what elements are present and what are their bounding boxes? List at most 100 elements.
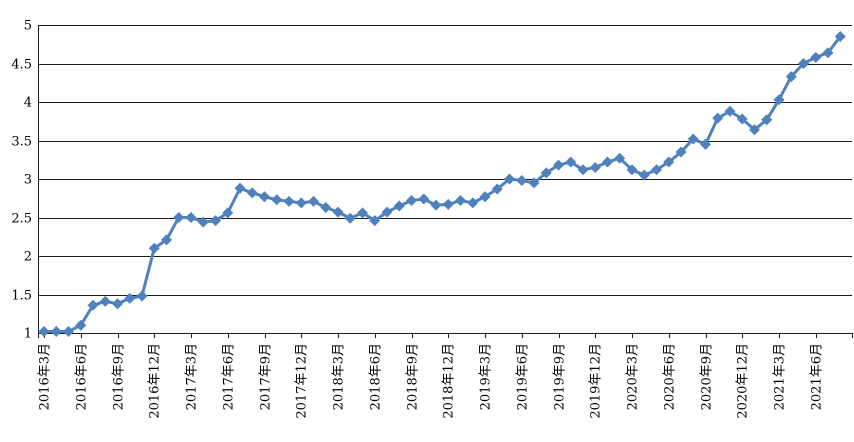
y-axis-labels: 1 1.5 2 2.5 3 3.5 4 4.5 5	[11, 19, 32, 342]
data-point-marker	[161, 234, 172, 246]
data-point-marker	[442, 198, 454, 210]
data-point-marker	[332, 206, 344, 218]
data-point-marker	[467, 197, 479, 209]
data-point-marker	[75, 319, 87, 331]
data-point-marker	[124, 292, 136, 304]
data-point-marker	[528, 177, 540, 189]
data-point-marker	[210, 215, 221, 227]
x-tick-label: 2020年12月	[736, 343, 751, 419]
y-tick-label: 2	[24, 250, 32, 265]
data-point-marker	[822, 47, 834, 59]
data-series-line	[42, 35, 842, 333]
y-tick-label: 4.5	[11, 58, 32, 73]
data-point-marker	[99, 295, 111, 307]
data-point-marker	[418, 193, 430, 205]
x-tick-label: 2018年3月	[332, 343, 347, 410]
data-point-marker	[320, 201, 332, 213]
data-point-marker	[455, 195, 466, 207]
data-point-marker	[246, 187, 258, 199]
data-point-marker	[283, 195, 295, 207]
x-tick-label: 2017年3月	[185, 343, 200, 410]
data-point-marker	[234, 182, 246, 194]
data-point-marker	[491, 183, 503, 195]
data-point-marker	[700, 138, 711, 150]
data-point-marker	[785, 71, 797, 83]
data-point-marker	[430, 199, 442, 211]
data-point-marker	[357, 207, 368, 219]
data-point-marker	[749, 124, 760, 136]
x-tick-label: 2018年6月	[369, 343, 384, 410]
x-tick-label: 2019年3月	[479, 343, 494, 410]
x-tick-label: 2016年6月	[75, 343, 90, 410]
data-point-marker	[602, 156, 613, 168]
data-point-marker	[687, 133, 699, 145]
data-point-marker	[516, 175, 528, 187]
data-point-marker	[626, 164, 638, 176]
data-point-marker	[736, 113, 748, 125]
x-tick-label: 2021年3月	[773, 343, 788, 410]
data-point-marker	[651, 164, 662, 176]
data-point-marker	[136, 290, 148, 302]
data-point-marker	[38, 325, 50, 337]
y-tick-label: 2.5	[11, 212, 32, 227]
data-point-marker	[577, 164, 589, 176]
data-point-marker	[565, 156, 577, 168]
data-point-marker	[663, 156, 675, 168]
x-axis-ticks	[38, 333, 853, 338]
x-tick-label: 2016年9月	[112, 343, 127, 410]
x-tick-label: 2018年12月	[442, 343, 457, 419]
x-tick-label: 2017年12月	[295, 343, 310, 419]
data-point-marker	[369, 215, 381, 227]
y-tick-label: 1	[24, 327, 32, 342]
x-tick-label: 2020年6月	[663, 343, 678, 410]
data-point-marker	[724, 105, 736, 117]
y-tick-label: 3	[24, 173, 32, 188]
data-point-marker	[675, 146, 687, 158]
x-tick-label: 2019年12月	[589, 343, 604, 419]
data-point-marker	[222, 207, 234, 219]
data-point-marker	[63, 325, 74, 337]
y-tick-label: 3.5	[11, 135, 32, 150]
x-tick-label: 2019年6月	[516, 343, 531, 410]
data-point-marker	[148, 242, 160, 254]
data-point-marker	[773, 94, 785, 106]
data-point-marker	[761, 114, 773, 126]
x-axis-tick-labels: 2016年3月 2016年6月 2016年9月 2016年12月 2017年3月 2017…	[38, 343, 825, 419]
data-point-marker	[50, 325, 62, 337]
y-tick-label: 1.5	[11, 289, 32, 304]
data-point-marker	[197, 216, 209, 228]
data-point-marker	[479, 191, 491, 203]
data-point-marker	[810, 51, 822, 63]
data-point-marker	[259, 191, 270, 203]
data-point-marker	[271, 194, 283, 206]
data-point-marker	[185, 212, 197, 223]
y-gridlines	[38, 25, 852, 334]
x-tick-label: 2019年9月	[553, 343, 568, 410]
x-tick-label: 2016年3月	[38, 343, 53, 410]
data-point-marker	[308, 195, 319, 207]
data-point-marker	[344, 212, 356, 224]
x-tick-label: 2018年9月	[406, 343, 421, 410]
data-point-marker	[834, 31, 846, 43]
data-point-marker	[798, 58, 809, 69]
x-tick-label: 2017年9月	[259, 343, 274, 410]
data-point-markers	[38, 31, 846, 337]
data-point-marker	[173, 212, 185, 223]
y-tick-label: 4	[24, 96, 32, 111]
x-tick-label: 2016年12月	[148, 343, 163, 419]
data-point-marker	[712, 112, 724, 124]
x-tick-label: 2020年3月	[626, 343, 641, 410]
data-point-marker	[112, 298, 123, 310]
x-tick-label: 2020年9月	[700, 343, 715, 410]
data-point-marker	[553, 159, 564, 171]
data-point-marker	[381, 206, 393, 218]
data-point-marker	[589, 161, 601, 173]
data-point-marker	[295, 197, 307, 209]
data-point-marker	[406, 195, 417, 207]
y-tick-label: 5	[24, 19, 32, 34]
data-point-marker	[87, 299, 99, 311]
data-point-marker	[504, 173, 515, 185]
data-point-marker	[540, 167, 552, 179]
